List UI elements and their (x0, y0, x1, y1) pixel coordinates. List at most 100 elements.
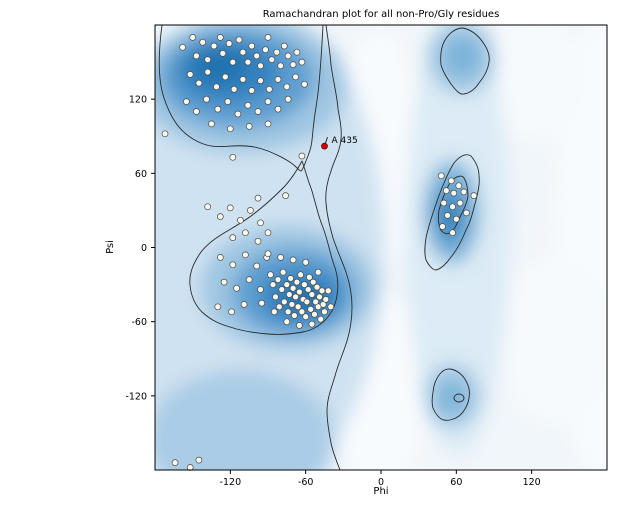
y-tick-label: 60 (135, 169, 147, 180)
residue-point (229, 58, 237, 66)
residue-point (442, 187, 450, 194)
x-axis: -120 -60 0 60 120 Phi (220, 470, 541, 497)
residue-point (189, 34, 197, 41)
residue-point (324, 287, 332, 295)
residue-point (193, 52, 200, 60)
residue-point (248, 87, 256, 94)
residue-point (285, 291, 293, 298)
residue-point (440, 199, 448, 207)
residue-point (298, 152, 306, 160)
residue-point (233, 284, 240, 292)
residue-point (257, 62, 264, 70)
residue-points (161, 34, 478, 471)
residue-point (284, 308, 292, 316)
residue-point (309, 278, 317, 286)
highlight-label: A 435 (332, 136, 358, 146)
y-tick-label: -120 (125, 391, 147, 402)
residue-point (262, 46, 269, 54)
residue-point (288, 301, 296, 308)
residue-point (274, 276, 282, 283)
residue-point (327, 303, 335, 311)
residue-point (293, 278, 301, 286)
contour-line (424, 154, 480, 271)
highlight-leader-line (325, 137, 328, 144)
residue-point (257, 219, 264, 227)
residue-point (267, 271, 274, 279)
residue-point (183, 98, 190, 105)
residue-point (279, 268, 287, 276)
residue-point (294, 303, 302, 311)
residue-point (257, 77, 264, 84)
residue-point (234, 110, 242, 118)
residue-point (282, 192, 289, 199)
residue-point (316, 293, 323, 301)
residue-point (289, 256, 297, 264)
residue-point (216, 34, 224, 41)
residue-point (456, 199, 464, 207)
residue-point (460, 188, 468, 196)
x-tick-label: 60 (450, 477, 462, 488)
residue-point (195, 79, 203, 87)
residue-point (302, 313, 310, 321)
residue-point (284, 95, 292, 103)
residue-point (186, 71, 194, 78)
contour-line (453, 393, 465, 403)
residue-point (270, 308, 278, 316)
residue-point (244, 101, 252, 109)
residue-point (318, 287, 326, 295)
residue-point (171, 459, 179, 466)
residue-point (229, 153, 237, 161)
contour-line (325, 25, 353, 470)
residue-point (314, 268, 322, 276)
residue-point (239, 76, 247, 83)
contour-line (431, 368, 470, 421)
residue-point (204, 56, 212, 63)
residue-point (269, 281, 277, 288)
residue-point (304, 286, 312, 293)
residue-point (226, 204, 234, 212)
x-tick-label: -120 (220, 477, 242, 488)
residue-point (277, 62, 284, 70)
y-axis-label: Psi (105, 240, 116, 254)
density-layer (155, 25, 607, 470)
residue-point (239, 48, 247, 56)
residue-point (179, 43, 186, 51)
residue-point (230, 85, 238, 93)
residue-point (264, 98, 272, 105)
highlight-group: A 435 (321, 136, 358, 150)
residue-point (311, 310, 318, 318)
residue-point (297, 271, 304, 279)
residue-point (253, 52, 261, 60)
residue-point (321, 308, 328, 316)
residue-point (264, 250, 272, 258)
residue-point (293, 48, 301, 56)
residue-point (283, 318, 291, 326)
residue-point (245, 123, 253, 130)
residue-point (278, 286, 286, 293)
x-tick-label: 120 (523, 477, 541, 488)
residue-point (289, 61, 297, 68)
residue-point (240, 301, 248, 308)
highlighted-residue-point (321, 142, 328, 150)
residue-point (277, 254, 284, 261)
residue-point (235, 36, 243, 44)
residue-point (302, 258, 310, 266)
residue-point (447, 177, 455, 185)
residue-point (296, 288, 303, 296)
residue-point (292, 73, 299, 81)
residue-point (308, 320, 316, 328)
residue-point (214, 303, 222, 311)
residue-point (242, 229, 249, 237)
residue-point (287, 275, 294, 282)
residue-point (245, 276, 253, 283)
residue-point (437, 172, 445, 180)
residue-point (452, 215, 460, 223)
residue-point (296, 322, 303, 329)
residue-point (275, 303, 283, 311)
y-tick-label: 120 (129, 95, 147, 106)
y-axis: -120 -60 0 60 120 Psi (105, 95, 155, 402)
residue-point (455, 182, 463, 190)
residue-point (449, 203, 456, 211)
